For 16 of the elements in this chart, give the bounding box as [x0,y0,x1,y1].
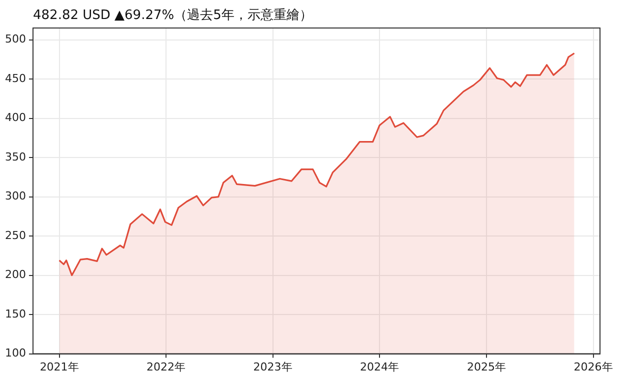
y-tick-label: 350 [4,150,26,164]
y-tick-label: 150 [4,307,26,320]
x-tick-label: 2022年 [146,360,186,374]
y-tick-label: 250 [4,228,26,242]
x-tick-label: 2023年 [253,360,292,374]
x-tick-label: 2025年 [467,360,506,374]
y-tick-label: 200 [4,268,26,282]
x-tick-label: 2024年 [360,360,400,374]
chart-title: 482.82 USD ▲69.27%（過去5年，示意重繪） [33,7,312,24]
y-tick-label: 300 [4,190,26,203]
y-tick-label: 100 [4,346,26,360]
x-tick-label: 2026年 [574,360,613,374]
y-tick-label: 400 [4,111,26,124]
y-tick-label: 450 [4,72,26,85]
y-tick-label: 500 [4,32,26,46]
x-tick-label: 2021年 [40,360,79,374]
